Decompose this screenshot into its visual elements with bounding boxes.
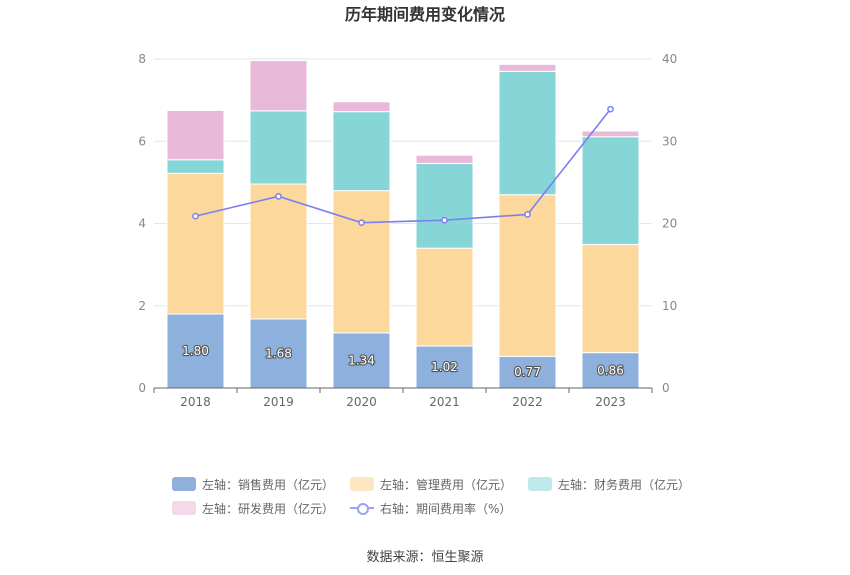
x-tick-label: 2018 bbox=[180, 395, 211, 409]
bar-segment bbox=[249, 318, 308, 389]
bar-segment bbox=[332, 190, 391, 334]
bar-segment bbox=[249, 110, 308, 185]
legend-item-rate[interactable]: 右轴：期间费用率（%） bbox=[350, 500, 511, 517]
bar-segment bbox=[581, 352, 640, 389]
data-labels: 1.80 1.68 1.34 1.02 0.77 0.86 bbox=[181, 343, 625, 380]
legend-swatch-sales bbox=[172, 477, 196, 491]
legend-swatch-finance bbox=[528, 477, 553, 491]
bar-segment bbox=[415, 154, 474, 164]
left-tick-label: 2 bbox=[138, 299, 146, 313]
legend-item-sales[interactable]: 左轴：销售费用（亿元） bbox=[172, 476, 334, 493]
right-tick-label: 20 bbox=[662, 217, 677, 231]
x-tick-label: 2021 bbox=[429, 395, 460, 409]
bar-segment bbox=[166, 172, 225, 315]
source-note: 数据来源：恒生聚源 bbox=[366, 550, 484, 565]
x-tick-label: 2022 bbox=[512, 395, 543, 409]
bar-segment bbox=[249, 60, 308, 112]
left-tick-label: 0 bbox=[138, 381, 146, 395]
legend-label-rate: 右轴：期间费用率（%） bbox=[380, 501, 512, 516]
bar-segment bbox=[415, 162, 474, 249]
legend-swatch-rd bbox=[172, 501, 196, 515]
x-tick-label: 2023 bbox=[595, 395, 626, 409]
bar-segment bbox=[166, 313, 225, 389]
legend-item-rd[interactable]: 左轴：研发费用（亿元） bbox=[172, 500, 334, 517]
right-tick-label: 30 bbox=[662, 134, 677, 148]
chart-title: 历年期间费用变化情况 bbox=[345, 5, 505, 24]
bar-segment bbox=[498, 70, 557, 196]
bar-value-label: 0.86 bbox=[597, 363, 624, 377]
rate-line-path bbox=[195, 108, 612, 224]
bar-segment bbox=[166, 109, 225, 161]
legend-item-admin[interactable]: 左轴：管理费用（亿元） bbox=[350, 476, 512, 493]
legend-label-rd: 左轴：研发费用（亿元） bbox=[202, 501, 335, 516]
rate-point bbox=[275, 193, 282, 200]
legend-item-finance[interactable]: 左轴：财务费用（亿元） bbox=[528, 476, 690, 493]
rate-point bbox=[441, 216, 448, 224]
x-tick-label: 2020 bbox=[346, 395, 377, 409]
rate-point bbox=[192, 212, 199, 220]
legend-swatch-admin bbox=[350, 477, 375, 491]
bar-segment bbox=[581, 243, 640, 354]
bars bbox=[166, 60, 640, 389]
bar-value-label: 1.34 bbox=[348, 353, 375, 367]
bar-value-label: 1.80 bbox=[182, 344, 209, 358]
legend-label-finance: 左轴：财务费用（亿元） bbox=[558, 477, 691, 492]
left-tick-label: 4 bbox=[138, 217, 146, 231]
rate-line bbox=[192, 105, 614, 227]
legend-label-admin: 左轴：管理费用（亿元） bbox=[380, 477, 513, 492]
bar-value-label: 1.02 bbox=[431, 360, 458, 374]
x-tick-label: 2019 bbox=[263, 395, 294, 409]
bar-segment bbox=[581, 130, 640, 138]
right-tick-label: 0 bbox=[662, 381, 670, 395]
rate-point bbox=[607, 105, 614, 113]
legend-swatch-rate bbox=[350, 501, 375, 515]
bar-segment bbox=[166, 159, 225, 174]
bar-segment bbox=[415, 247, 474, 347]
rate-point bbox=[524, 211, 531, 218]
legend-label-sales: 左轴：销售费用（亿元） bbox=[202, 477, 335, 492]
bar-segment bbox=[332, 111, 391, 192]
left-tick-label: 6 bbox=[138, 134, 146, 148]
rate-point bbox=[358, 219, 365, 227]
right-tick-label: 10 bbox=[662, 299, 677, 313]
legend: 左轴：销售费用（亿元） 左轴：管理费用（亿元） 左轴：财务费用（亿元） 左轴：研… bbox=[172, 472, 692, 520]
bar-segment bbox=[581, 136, 640, 245]
bar-value-label: 1.68 bbox=[265, 346, 292, 360]
bar-segment bbox=[332, 332, 391, 389]
bar-segment bbox=[498, 63, 557, 72]
bar-segment bbox=[498, 194, 557, 357]
left-tick-label: 8 bbox=[138, 52, 146, 66]
axes: 0 2 4 6 8 0 10 20 30 40 2018 2019 2020 2021 2022 2023 bbox=[138, 52, 677, 409]
bar-value-label: 0.77 bbox=[514, 365, 541, 379]
grid bbox=[154, 58, 652, 307]
right-tick-label: 40 bbox=[662, 52, 677, 66]
bar-segment bbox=[332, 101, 391, 113]
bar-segment bbox=[249, 183, 308, 320]
